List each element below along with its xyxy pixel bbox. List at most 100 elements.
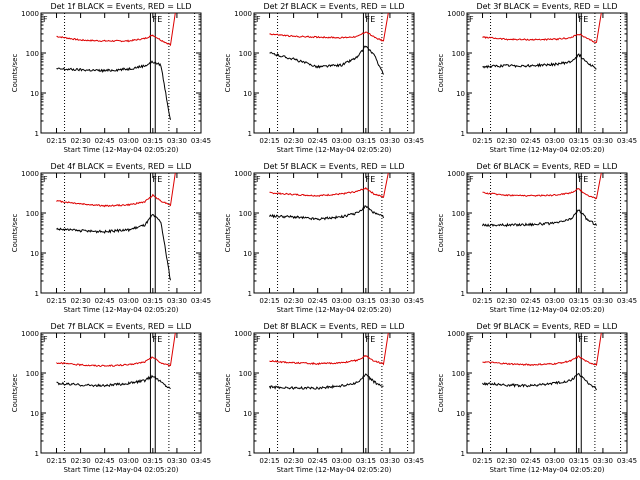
x-tick-label: 03:00 bbox=[119, 137, 139, 145]
detector-panel: Det 7f BLACK = Events, RED = LLD 1 10 100 10… bbox=[11, 322, 211, 474]
y-tick-label: 1000 bbox=[21, 330, 39, 338]
x-tick-label: 03:45 bbox=[617, 457, 637, 465]
x-tick-label: 02:30 bbox=[497, 457, 517, 465]
x-tick-label: 02:30 bbox=[71, 297, 91, 305]
detector-panel: Det 6f BLACK = Events, RED = LLD 1 10 100 10… bbox=[437, 162, 637, 314]
y-tick-label: 1000 bbox=[234, 330, 252, 338]
corner-marker: E bbox=[157, 15, 162, 24]
x-tick-label: 03:15 bbox=[356, 137, 376, 145]
x-axis-label: Start Time (12-May-04 02:05:20) bbox=[63, 146, 178, 154]
axes-frame bbox=[466, 12, 628, 134]
x-tick-label: 03:30 bbox=[167, 457, 187, 465]
corner-marker: E bbox=[157, 175, 162, 184]
panel-title: Det 9f BLACK = Events, RED = LLD bbox=[476, 322, 617, 331]
x-tick-label: 03:45 bbox=[191, 297, 211, 305]
x-axis-label: Start Time (12-May-04 02:05:20) bbox=[63, 466, 178, 474]
corner-marker: F bbox=[578, 175, 583, 184]
events-series-line bbox=[56, 60, 171, 120]
corner-marker: F bbox=[365, 15, 370, 24]
x-tick-label: 03:00 bbox=[119, 457, 139, 465]
corner-marker: F bbox=[469, 335, 474, 344]
panel-title: Det 3f BLACK = Events, RED = LLD bbox=[476, 2, 617, 11]
x-tick-label: 02:30 bbox=[71, 137, 91, 145]
detector-panel: Det 4f BLACK = Events, RED = LLD 1 10 100 10… bbox=[11, 162, 211, 314]
lld-series-line bbox=[56, 12, 176, 47]
corner-marker: F bbox=[365, 335, 370, 344]
y-tick-label: 100 bbox=[452, 50, 465, 58]
y-axis-label: Counts/sec bbox=[437, 214, 445, 253]
corner-marker: F bbox=[256, 335, 261, 344]
lld-series-line bbox=[482, 12, 602, 44]
axes-frame bbox=[466, 172, 628, 294]
panel-title: Det 8f BLACK = Events, RED = LLD bbox=[263, 322, 404, 331]
events-series-line bbox=[269, 205, 384, 221]
x-tick-label: 03:00 bbox=[545, 137, 565, 145]
y-axis-label: Counts/sec bbox=[11, 214, 19, 253]
x-tick-label: 02:15 bbox=[46, 457, 66, 465]
detector-panel: Det 3f BLACK = Events, RED = LLD 1 10 100 10… bbox=[437, 2, 637, 154]
x-axis-label: Start Time (12-May-04 02:05:20) bbox=[276, 146, 391, 154]
lld-series-line bbox=[56, 332, 176, 368]
x-tick-label: 02:30 bbox=[71, 457, 91, 465]
lld-series-line bbox=[269, 172, 389, 198]
x-tick-label: 02:45 bbox=[521, 297, 541, 305]
x-tick-label: 03:30 bbox=[593, 297, 613, 305]
x-tick-label: 03:00 bbox=[332, 137, 352, 145]
x-tick-label: 02:15 bbox=[46, 297, 66, 305]
x-tick-label: 02:15 bbox=[259, 297, 279, 305]
y-tick-label: 1 bbox=[248, 450, 252, 458]
y-axis-label: Counts/sec bbox=[437, 374, 445, 413]
y-axis-label: Counts/sec bbox=[11, 374, 19, 413]
corner-marker: F bbox=[365, 175, 370, 184]
corner-marker: F bbox=[152, 175, 157, 184]
axes-frame bbox=[253, 172, 415, 294]
y-tick-label: 10 bbox=[456, 410, 465, 418]
x-tick-label: 03:45 bbox=[191, 137, 211, 145]
x-tick-label: 02:30 bbox=[284, 297, 304, 305]
x-tick-label: 03:15 bbox=[356, 457, 376, 465]
x-tick-label: 03:15 bbox=[569, 137, 589, 145]
detector-panel: Det 5f BLACK = Events, RED = LLD 1 10 100 10… bbox=[224, 162, 424, 314]
y-tick-label: 1 bbox=[461, 290, 465, 298]
corner-marker: E bbox=[370, 175, 375, 184]
x-tick-label: 02:45 bbox=[308, 297, 328, 305]
events-series-line bbox=[269, 45, 384, 75]
x-tick-label: 02:45 bbox=[521, 137, 541, 145]
corner-marker: F bbox=[256, 175, 261, 184]
corner-marker: E bbox=[583, 15, 588, 24]
x-tick-label: 03:45 bbox=[617, 137, 637, 145]
y-tick-label: 10 bbox=[30, 90, 39, 98]
y-tick-label: 1 bbox=[461, 450, 465, 458]
x-tick-label: 03:30 bbox=[593, 137, 613, 145]
y-axis-label: Counts/sec bbox=[224, 54, 232, 93]
y-tick-label: 1000 bbox=[21, 170, 39, 178]
corner-marker: E bbox=[583, 175, 588, 184]
x-tick-label: 03:00 bbox=[332, 297, 352, 305]
x-tick-label: 02:30 bbox=[497, 137, 517, 145]
panel-title: Det 4f BLACK = Events, RED = LLD bbox=[50, 162, 191, 171]
x-tick-label: 03:15 bbox=[143, 457, 163, 465]
axes-frame bbox=[466, 332, 628, 454]
corner-marker: F bbox=[152, 15, 157, 24]
x-tick-label: 03:30 bbox=[380, 137, 400, 145]
detector-panel: Det 1f BLACK = Events, RED = LLD 1 10 100 10… bbox=[11, 2, 211, 154]
x-tick-label: 02:45 bbox=[521, 457, 541, 465]
x-tick-label: 03:30 bbox=[593, 457, 613, 465]
x-tick-label: 02:45 bbox=[308, 457, 328, 465]
lld-series-line bbox=[482, 172, 602, 200]
lld-series-line bbox=[269, 12, 389, 42]
events-series-line bbox=[56, 213, 171, 281]
x-tick-label: 03:00 bbox=[332, 457, 352, 465]
y-tick-label: 100 bbox=[239, 370, 252, 378]
x-axis-label: Start Time (12-May-04 02:05:20) bbox=[276, 466, 391, 474]
x-tick-label: 03:15 bbox=[569, 457, 589, 465]
x-tick-label: 02:15 bbox=[46, 137, 66, 145]
y-tick-label: 1000 bbox=[447, 330, 465, 338]
panel-title: Det 2f BLACK = Events, RED = LLD bbox=[263, 2, 404, 11]
y-tick-label: 100 bbox=[239, 50, 252, 58]
x-tick-label: 02:15 bbox=[472, 457, 492, 465]
x-tick-label: 03:45 bbox=[404, 137, 424, 145]
y-tick-label: 1000 bbox=[234, 10, 252, 18]
y-axis-label: Counts/sec bbox=[11, 54, 19, 93]
x-tick-label: 02:30 bbox=[284, 137, 304, 145]
